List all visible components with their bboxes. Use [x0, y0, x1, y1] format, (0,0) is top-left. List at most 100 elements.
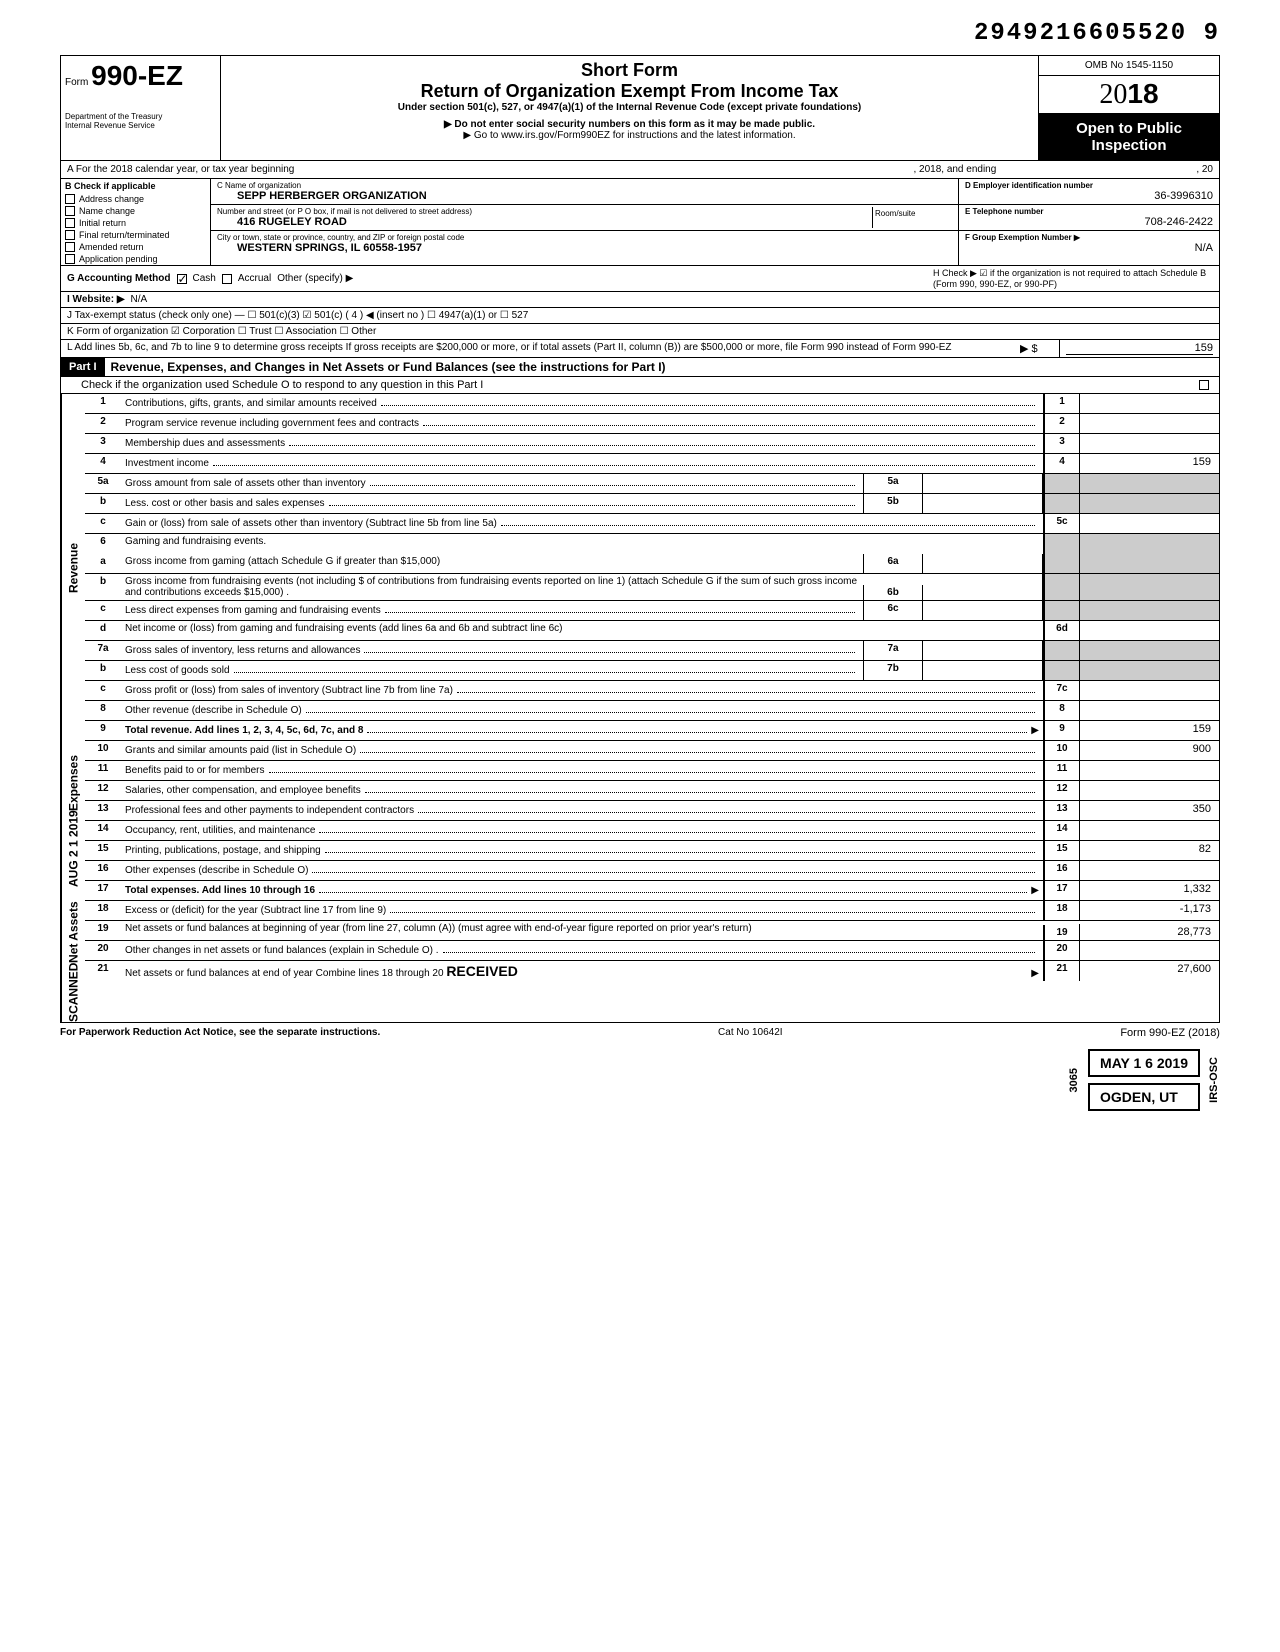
on6d: 6d	[1043, 621, 1079, 640]
ov5c	[1079, 514, 1219, 533]
document-number: 2949216605520 9	[60, 20, 1220, 47]
ov1	[1079, 394, 1219, 413]
n17: 17	[85, 881, 121, 900]
in5a: 5a	[863, 474, 923, 493]
ov12	[1079, 781, 1219, 800]
on12: 12	[1043, 781, 1079, 800]
n6a: a	[85, 554, 121, 573]
row-a-label: A For the 2018 calendar year, or tax yea…	[67, 164, 294, 175]
on2: 2	[1043, 414, 1079, 433]
received-stamp: RECEIVED	[446, 963, 518, 979]
ov4: 159	[1079, 454, 1219, 473]
column-c: C Name of organization SEPP HERBERGER OR…	[211, 179, 959, 265]
d15: Printing, publications, postage, and shi…	[125, 845, 321, 856]
ov7c	[1079, 681, 1219, 700]
note-2: ▶ Go to www.irs.gov/Form990EZ for instru…	[229, 130, 1030, 141]
n18: 18	[85, 901, 121, 920]
on11: 11	[1043, 761, 1079, 780]
footer: For Paperwork Reduction Act Notice, see …	[60, 1027, 1220, 1039]
n12: 12	[85, 781, 121, 800]
chk-accrual[interactable]	[222, 274, 232, 284]
row-j: J Tax-exempt status (check only one) — ☐…	[60, 308, 1220, 324]
on9: 9	[1043, 721, 1079, 740]
chk-name[interactable]	[65, 206, 75, 216]
row-i-label: I Website: ▶	[67, 294, 125, 305]
on17: 17	[1043, 881, 1079, 900]
stamp-3065: 3065	[1068, 1068, 1080, 1092]
form-number: 990-EZ	[91, 60, 183, 91]
form-number-box: Form 990-EZ Department of the Treasury I…	[61, 56, 221, 160]
d5c: Gain or (loss) from sale of assets other…	[125, 518, 497, 529]
d10: Grants and similar amounts paid (list in…	[125, 745, 356, 756]
n1: 1	[85, 394, 121, 413]
part-1-sub: Check if the organization used Schedule …	[60, 377, 1220, 394]
d6: Gaming and fundraising events.	[121, 534, 1043, 554]
ov3	[1079, 434, 1219, 453]
paperwork-notice: For Paperwork Reduction Act Notice, see …	[60, 1027, 380, 1038]
department: Department of the Treasury Internal Reve…	[65, 92, 216, 130]
side-revenue: Revenue	[61, 394, 85, 741]
lbl-amended: Amended return	[79, 242, 144, 252]
note-1: ▶ Do not enter social security numbers o…	[229, 119, 1030, 130]
city-label: City or town, state or province, country…	[217, 233, 952, 242]
column-b: B Check if applicable Address change Nam…	[61, 179, 211, 265]
in5b: 5b	[863, 494, 923, 513]
on21: 21	[1043, 961, 1079, 981]
row-l-val: 159	[1066, 342, 1213, 355]
part-1-title: Revenue, Expenses, and Changes in Net As…	[105, 358, 672, 376]
chk-initial[interactable]	[65, 218, 75, 228]
n16: 16	[85, 861, 121, 880]
form-header: Form 990-EZ Department of the Treasury I…	[60, 55, 1220, 161]
lbl-final: Final return/terminated	[79, 230, 170, 240]
chk-cash[interactable]	[177, 274, 187, 284]
row-a: A For the 2018 calendar year, or tax yea…	[60, 161, 1220, 179]
d21: Net assets or fund balances at end of ye…	[125, 968, 444, 979]
on10: 10	[1043, 741, 1079, 760]
row-i: I Website: ▶ N/A	[60, 292, 1220, 308]
chk-schedule-o[interactable]	[1199, 380, 1209, 390]
chk-pending[interactable]	[65, 254, 75, 264]
main-title: Return of Organization Exempt From Incom…	[229, 81, 1030, 102]
row-k-text: K Form of organization ☑ Corporation ☐ T…	[67, 326, 376, 337]
d7b: Less cost of goods sold	[125, 665, 230, 676]
d4: Investment income	[125, 458, 209, 469]
n9: 9	[85, 721, 121, 740]
on7c: 7c	[1043, 681, 1079, 700]
d20: Other changes in net assets or fund bala…	[125, 945, 439, 956]
row-g-label: G Accounting Method	[67, 273, 171, 284]
in7a: 7a	[863, 641, 923, 660]
on16: 16	[1043, 861, 1079, 880]
group-label: F Group Exemption Number ▶	[965, 233, 1213, 242]
row-a-end: , 20	[1196, 164, 1213, 175]
on14: 14	[1043, 821, 1079, 840]
ov10: 900	[1079, 741, 1219, 760]
n14: 14	[85, 821, 121, 840]
ov18: -1,173	[1079, 901, 1219, 920]
ov17: 1,332	[1079, 881, 1219, 900]
n6c: c	[85, 601, 121, 620]
n20: 20	[85, 941, 121, 960]
on15: 15	[1043, 841, 1079, 860]
on13: 13	[1043, 801, 1079, 820]
ov14	[1079, 821, 1219, 840]
group-value: N/A	[965, 242, 1213, 254]
addr-value: 416 RUGELEY ROAD	[217, 216, 872, 228]
chk-final[interactable]	[65, 230, 75, 240]
chk-amended[interactable]	[65, 242, 75, 252]
d13: Professional fees and other payments to …	[125, 805, 414, 816]
on18: 18	[1043, 901, 1079, 920]
row-a-mid: , 2018, and ending	[913, 164, 996, 175]
ov21: 27,600	[1079, 961, 1219, 981]
d17: Total expenses. Add lines 10 through 16	[125, 885, 315, 896]
n6: 6	[85, 534, 121, 554]
section-b-through-f: B Check if applicable Address change Nam…	[60, 179, 1220, 266]
opt-accrual: Accrual	[238, 273, 271, 284]
lbl-name: Name change	[79, 206, 135, 216]
stamp-ogden: OGDEN, UT	[1088, 1083, 1200, 1111]
n3: 3	[85, 434, 121, 453]
side-netassets: SCANNED Net Assets	[61, 901, 85, 1022]
chk-address[interactable]	[65, 194, 75, 204]
lbl-initial: Initial return	[79, 218, 126, 228]
in6c: 6c	[863, 601, 923, 620]
row-l-text: L Add lines 5b, 6c, and 7b to line 9 to …	[61, 340, 1059, 357]
